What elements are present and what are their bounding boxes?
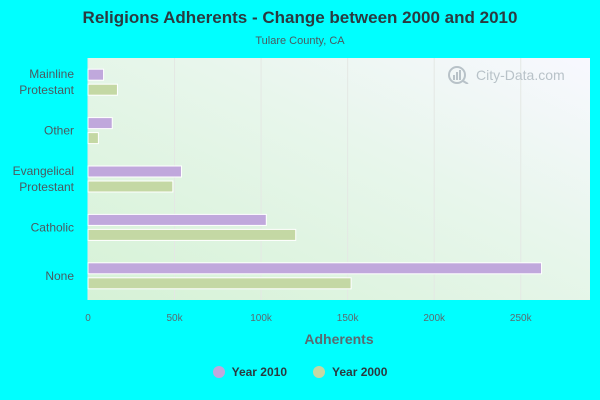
x-tick-label: 200k	[423, 313, 446, 324]
legend-item-2010[interactable]: Year 2010	[212, 365, 287, 379]
chart-subtitle: Tulare County, CA	[255, 35, 345, 47]
x-tick-label: 50k	[166, 313, 183, 324]
city-data-logo-icon	[448, 66, 469, 84]
bar-2010[interactable]	[87, 262, 543, 275]
bar-2000[interactable]	[87, 277, 352, 290]
x-tick-label: 100k	[250, 313, 273, 324]
bar-2000[interactable]	[87, 180, 174, 193]
x-tick-label: 150k	[337, 313, 360, 324]
legend-swatch-2000	[313, 366, 325, 378]
category-label: Protestant	[19, 83, 74, 97]
chart-title: Religions Adherents - Change between 200…	[82, 8, 518, 27]
legend-swatch-2010	[212, 366, 225, 378]
bar-2000[interactable]	[87, 228, 297, 241]
bar-2010[interactable]	[87, 165, 182, 178]
category-label: Other	[44, 124, 74, 138]
x-tick-label: 250k	[510, 313, 533, 324]
legend: Year 2010 Year 2000	[0, 365, 600, 379]
legend-label-2010: Year 2010	[231, 365, 287, 379]
category-label: Evangelical	[13, 164, 74, 178]
category-label: Mainline	[29, 67, 74, 81]
category-label: Catholic	[31, 220, 74, 234]
bar-2000[interactable]	[87, 83, 118, 96]
bar-2010[interactable]	[87, 68, 105, 81]
category-label: None	[45, 269, 74, 283]
x-axis-label: Adherents	[304, 331, 373, 347]
bar-2010[interactable]	[87, 213, 267, 226]
bar-2000[interactable]	[87, 132, 99, 145]
legend-label-2000: Year 2000	[332, 365, 388, 379]
x-tick-label: 0	[85, 313, 91, 324]
legend-item-2000[interactable]: Year 2000	[313, 365, 387, 379]
bar-2010[interactable]	[87, 117, 113, 130]
plot-area	[88, 58, 590, 300]
watermark-text: City-Data.com	[476, 67, 565, 83]
watermark: City-Data.com	[448, 66, 565, 84]
category-label: Protestant	[19, 180, 74, 194]
